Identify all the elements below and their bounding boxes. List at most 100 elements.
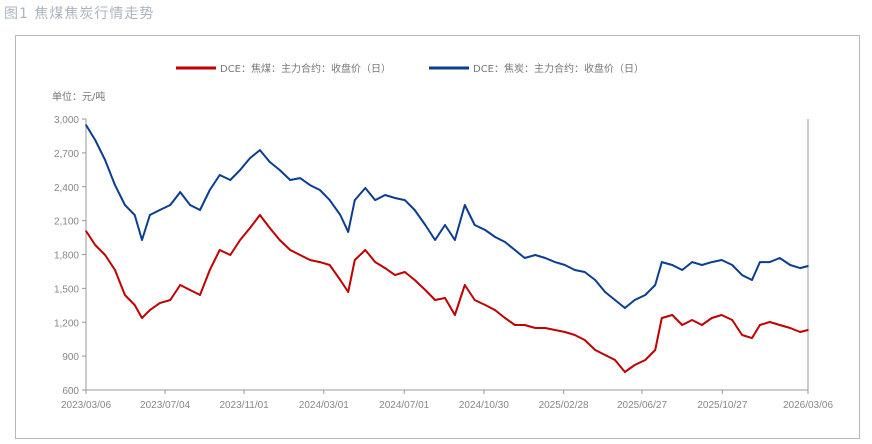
data-point bbox=[807, 265, 809, 267]
data-point bbox=[384, 267, 386, 269]
data-point bbox=[199, 294, 201, 296]
data-point bbox=[209, 189, 211, 191]
data-point bbox=[424, 289, 427, 291]
data-point bbox=[309, 184, 311, 186]
data-point bbox=[720, 314, 723, 316]
x-tick-label: 2025/02/28 bbox=[539, 400, 589, 411]
x-tick-label: 2024/10/30 bbox=[459, 400, 509, 411]
data-point bbox=[544, 257, 546, 259]
data-point bbox=[133, 304, 136, 306]
data-point bbox=[660, 261, 663, 263]
data-point bbox=[94, 139, 97, 141]
data-point bbox=[209, 269, 211, 271]
data-point bbox=[741, 334, 743, 336]
data-point bbox=[104, 159, 106, 161]
data-point bbox=[289, 179, 292, 181]
data-point bbox=[347, 291, 349, 293]
chart-frame bbox=[15, 35, 860, 439]
data-point bbox=[289, 249, 292, 251]
data-point bbox=[259, 214, 261, 216]
data-point bbox=[94, 244, 97, 246]
data-point bbox=[124, 204, 126, 206]
data-point bbox=[218, 174, 221, 176]
data-point bbox=[604, 354, 606, 356]
data-point bbox=[768, 261, 771, 263]
y-tick-label: 3,000 bbox=[54, 115, 79, 126]
data-point bbox=[404, 271, 406, 273]
y-tick-label: 900 bbox=[62, 352, 79, 363]
data-point bbox=[299, 254, 301, 256]
data-point bbox=[614, 299, 616, 301]
data-point bbox=[179, 191, 182, 193]
data-point bbox=[141, 239, 143, 241]
data-point bbox=[404, 199, 406, 201]
data-point bbox=[523, 257, 526, 259]
data-point bbox=[594, 349, 597, 351]
data-point bbox=[759, 261, 761, 263]
y-tick-label: 1,800 bbox=[54, 251, 79, 262]
data-point bbox=[544, 327, 546, 329]
data-point bbox=[114, 269, 116, 271]
data-point bbox=[218, 249, 221, 251]
data-point bbox=[374, 261, 376, 263]
data-point bbox=[189, 289, 191, 291]
data-point bbox=[278, 169, 281, 171]
data-point bbox=[554, 261, 556, 263]
data-point bbox=[691, 319, 693, 321]
data-point bbox=[604, 291, 606, 293]
data-point bbox=[85, 230, 87, 232]
data-point bbox=[124, 294, 126, 296]
data-point bbox=[347, 231, 349, 233]
data-point bbox=[189, 204, 191, 206]
x-tick-label: 2023/03/06 bbox=[61, 400, 111, 411]
data-point bbox=[328, 264, 331, 266]
data-point bbox=[454, 239, 456, 241]
data-point bbox=[199, 209, 201, 211]
data-point bbox=[671, 264, 674, 266]
data-point bbox=[394, 274, 396, 276]
data-point bbox=[413, 209, 416, 211]
data-point bbox=[339, 279, 342, 281]
data-point bbox=[573, 334, 576, 336]
data-point bbox=[633, 364, 636, 366]
data-point bbox=[681, 269, 683, 271]
data-point bbox=[778, 257, 781, 259]
data-point bbox=[259, 149, 261, 151]
data-point bbox=[514, 249, 516, 251]
data-point bbox=[711, 261, 713, 263]
data-point bbox=[149, 214, 151, 216]
data-point bbox=[573, 269, 576, 271]
data-point bbox=[554, 329, 556, 331]
data-point bbox=[133, 214, 136, 216]
data-point bbox=[731, 264, 734, 266]
data-point bbox=[394, 197, 396, 199]
x-tick-label: 2025/10/27 bbox=[697, 400, 747, 411]
data-point bbox=[594, 279, 597, 281]
data-point bbox=[444, 297, 446, 299]
data-point bbox=[249, 157, 251, 159]
data-point bbox=[799, 267, 801, 269]
data-point bbox=[169, 299, 172, 301]
x-tick-label: 2023/11/01 bbox=[219, 400, 269, 411]
data-point bbox=[484, 229, 487, 231]
y-tick-label: 2,100 bbox=[54, 217, 79, 228]
data-point bbox=[660, 317, 663, 319]
data-point bbox=[720, 259, 723, 261]
data-point bbox=[504, 317, 506, 319]
data-point bbox=[158, 302, 161, 304]
data-point bbox=[644, 359, 647, 361]
data-point bbox=[741, 274, 743, 276]
data-point bbox=[434, 239, 436, 241]
data-point bbox=[768, 321, 771, 323]
x-tick-label: 2024/03/01 bbox=[299, 400, 349, 411]
data-point bbox=[751, 337, 753, 339]
data-point bbox=[633, 299, 636, 301]
coke-price-line bbox=[85, 124, 809, 309]
data-point bbox=[434, 299, 436, 301]
data-point bbox=[711, 317, 713, 319]
y-tick-label: 1,200 bbox=[54, 318, 79, 329]
y-tick-label: 2,700 bbox=[54, 149, 79, 160]
data-point bbox=[454, 314, 456, 316]
data-point bbox=[239, 169, 241, 171]
data-point bbox=[789, 327, 792, 329]
